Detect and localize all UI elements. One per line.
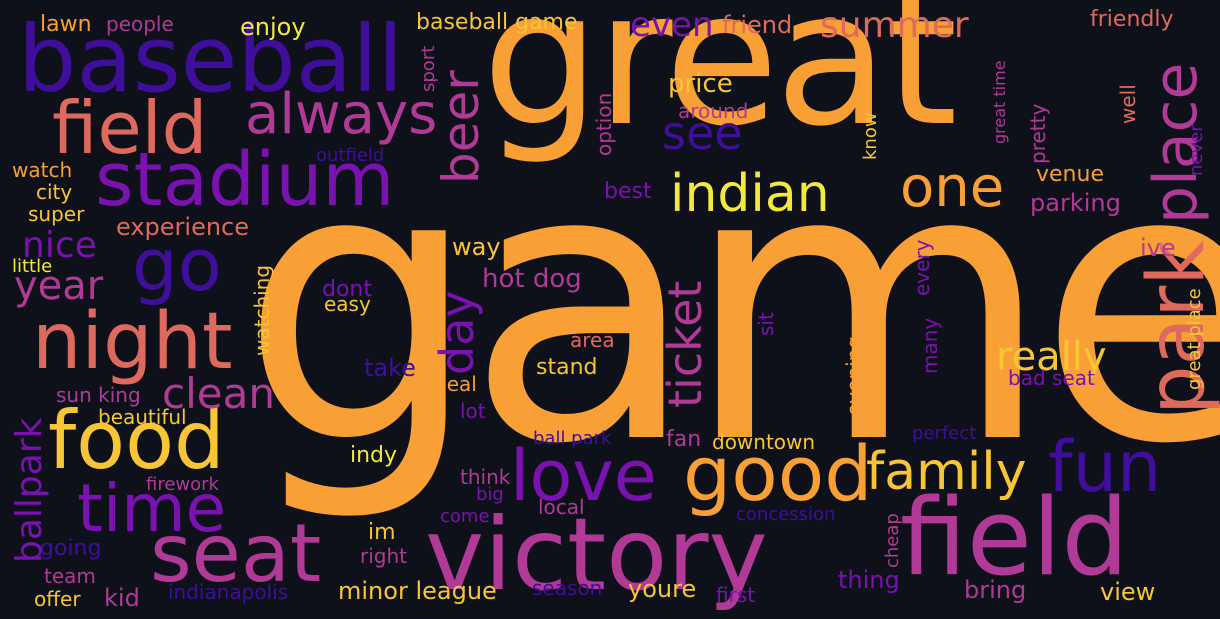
word-clean: clean xyxy=(162,369,275,418)
word-seat: seat xyxy=(150,507,322,600)
word-offer: offer xyxy=(34,587,81,611)
word-good: good xyxy=(683,429,873,518)
word-night: night xyxy=(32,297,233,387)
word-stadium: stadium xyxy=(95,137,395,223)
word-baseball-game: baseball game xyxy=(416,10,578,35)
word-im: im xyxy=(368,520,396,545)
word-people: people xyxy=(106,12,174,36)
word-love: love xyxy=(510,435,657,517)
word-really: really xyxy=(996,334,1107,380)
word-even: even xyxy=(630,5,714,45)
word-first: first xyxy=(716,583,756,607)
word-view: view xyxy=(1100,578,1156,606)
word-minor-league: minor league xyxy=(338,577,497,605)
word-food: food xyxy=(48,394,225,487)
word-experience: experience xyxy=(116,213,250,241)
word-game: game xyxy=(240,87,1220,527)
word-lot: lot xyxy=(460,399,486,423)
word-fun: fun xyxy=(1048,426,1162,508)
word-area: area xyxy=(570,328,615,352)
word-watch: watch xyxy=(12,158,73,182)
word-lawn: lawn xyxy=(40,12,92,37)
word-ive: ive xyxy=(1140,234,1176,262)
word-many: many xyxy=(918,317,942,374)
word-venue: venue xyxy=(1036,162,1104,187)
word-going: going xyxy=(40,536,102,561)
word-city: city xyxy=(36,180,73,204)
word-take: take xyxy=(364,354,416,382)
word-firework: firework xyxy=(146,474,219,495)
word-team: team xyxy=(44,564,96,588)
word-thing: thing xyxy=(838,566,900,594)
word-big: big xyxy=(476,484,504,505)
word-great-place: great place xyxy=(1184,288,1205,390)
word-evening: evening xyxy=(842,335,866,416)
word-come: come xyxy=(440,506,490,527)
word-see: see xyxy=(662,106,743,160)
word-around: around xyxy=(678,99,749,123)
word-option: option xyxy=(592,92,616,156)
word-hot-dog: hot dog xyxy=(482,264,582,294)
word-field-left: field xyxy=(52,86,208,170)
word-year: year xyxy=(14,263,104,309)
word-super: super xyxy=(28,202,85,226)
word-well: well xyxy=(1116,84,1140,124)
word-easy: easy xyxy=(324,292,371,316)
word-little: little xyxy=(12,256,53,277)
word-great: great xyxy=(482,0,958,167)
word-outfield: outfield xyxy=(316,145,385,166)
word-summer: summer xyxy=(820,5,969,46)
word-family: family xyxy=(866,442,1027,502)
word-every: every xyxy=(910,239,934,296)
word-nice: nice xyxy=(22,225,97,266)
word-sport: sport xyxy=(418,45,439,92)
word-victory: victory xyxy=(425,496,768,613)
word-price: price xyxy=(668,69,733,99)
word-way: way xyxy=(452,233,501,261)
word-indianapolis: indianapolis xyxy=(168,580,289,604)
word-season: season xyxy=(532,576,603,600)
word-sit: sit xyxy=(754,312,778,336)
word-think: think xyxy=(460,465,511,489)
word-indy: indy xyxy=(350,443,398,468)
word-baseball: baseball xyxy=(18,6,404,113)
word-great-time: great time xyxy=(990,60,1009,144)
word-best: best xyxy=(604,179,652,204)
word-sun-king: sun king xyxy=(56,383,141,407)
word-friend: friend xyxy=(722,11,793,39)
word-day: day xyxy=(430,290,484,375)
word-cheap: cheap xyxy=(882,513,903,568)
word-stand: stand xyxy=(536,355,598,380)
word-ticket: ticket xyxy=(658,280,712,408)
word-enjoy: enjoy xyxy=(240,13,306,41)
word-go: go xyxy=(132,223,222,307)
word-parking: parking xyxy=(1030,189,1121,217)
word-perfect: perfect xyxy=(912,423,977,444)
word-right: right xyxy=(360,544,407,568)
word-never: never xyxy=(1186,124,1207,176)
word-youre: youre xyxy=(628,575,697,603)
word-always: always xyxy=(245,82,438,147)
word-friendly: friendly xyxy=(1090,7,1174,32)
word-bad-seat: bad seat xyxy=(1008,366,1095,390)
word-field-right: field xyxy=(900,476,1129,599)
word-concession: concession xyxy=(736,504,836,525)
word-dont: dont xyxy=(322,277,372,302)
word-know: know xyxy=(860,112,881,160)
word-beautiful: beautiful xyxy=(98,405,187,429)
word-bring: bring xyxy=(964,576,1027,604)
word-ball-park: ball park xyxy=(533,428,612,449)
word-fan: fan xyxy=(666,427,702,452)
word-kid: kid xyxy=(104,584,140,612)
word-time: time xyxy=(77,470,227,547)
word-local: local xyxy=(538,495,585,519)
word-beer: beer xyxy=(432,70,490,184)
word-watching: watching xyxy=(250,264,274,356)
word-pretty: pretty xyxy=(1026,103,1050,164)
word-downtown: downtown xyxy=(712,430,816,454)
word-indian: indian xyxy=(670,164,830,224)
word-one: one xyxy=(900,155,1005,220)
word-deal: deal xyxy=(434,372,477,396)
